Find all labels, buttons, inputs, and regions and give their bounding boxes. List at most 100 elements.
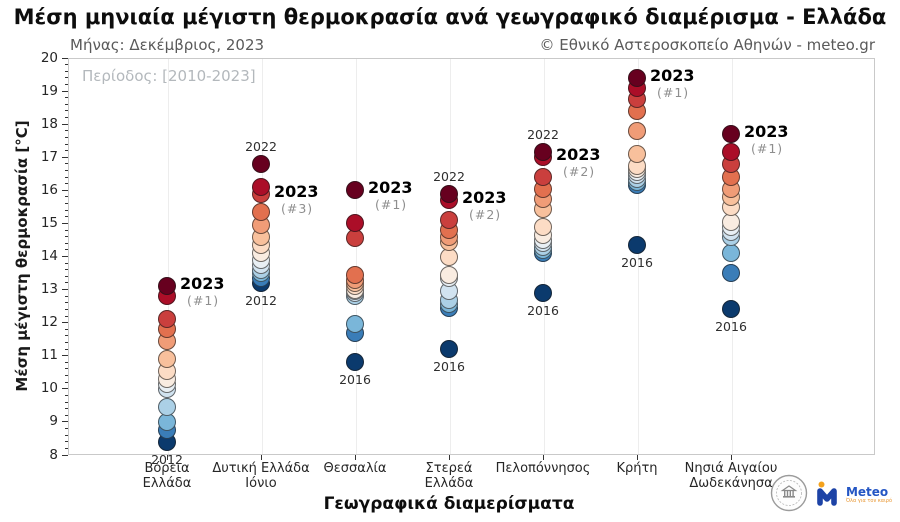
x-tick-label: Νησιά Αιγαίου Δωδεκάνησα <box>684 461 778 491</box>
data-point <box>440 184 458 203</box>
data-point <box>628 68 646 87</box>
copyright-subtitle: © Εθνικό Αστεροσκοπείο Αθηνών - meteo.gr <box>539 36 876 54</box>
y-minor-tick <box>64 169 68 171</box>
data-point <box>252 154 270 173</box>
data-point <box>534 217 552 236</box>
data-point <box>158 398 176 417</box>
meteo-logo-tagline: Όλα για τον καιρό <box>845 497 892 504</box>
x-axis-label: Γεωγραφικά διαμερίσματα <box>323 494 575 514</box>
data-point <box>346 353 364 372</box>
y-minor-tick <box>64 434 68 436</box>
y-minor-tick <box>64 110 68 112</box>
y-major-tick <box>62 388 68 390</box>
category-gridline <box>638 59 639 454</box>
x-tick <box>637 455 638 460</box>
annotation-2023-year: 2023 <box>744 122 789 142</box>
annotation-2023-year: 2023 <box>368 178 413 198</box>
x-tick <box>543 455 544 460</box>
data-point <box>534 283 552 302</box>
y-minor-tick <box>64 447 68 449</box>
y-minor-tick <box>64 394 68 396</box>
y-minor-tick <box>64 315 68 317</box>
y-tick-label: 10 <box>40 380 58 397</box>
data-point <box>252 202 270 221</box>
footer-logos: Meteo Όλα για τον καιρό <box>770 474 892 516</box>
y-minor-tick <box>64 401 68 403</box>
y-minor-tick <box>64 203 68 205</box>
period-label: Περίοδος: [2010-2023] <box>82 67 256 85</box>
y-major-tick <box>62 222 68 224</box>
x-tick-label: Βόρεια Ελλάδα <box>142 461 192 491</box>
y-minor-tick <box>64 308 68 310</box>
y-minor-tick <box>64 176 68 178</box>
meteo-m-icon <box>816 480 842 510</box>
y-minor-tick <box>64 269 68 271</box>
y-major-tick <box>62 421 68 423</box>
data-point <box>346 214 364 233</box>
y-tick-label: 14 <box>40 248 58 264</box>
y-major-tick <box>62 454 68 456</box>
y-major-tick <box>62 256 68 257</box>
annotation-2023: 2023 (#1) <box>180 274 225 308</box>
y-tick-label: 13 <box>40 281 58 298</box>
meteo-logo: Meteo Όλα για τον καιρό <box>816 480 892 510</box>
data-point <box>158 277 176 296</box>
data-point <box>252 178 270 197</box>
y-minor-tick <box>64 368 68 370</box>
y-minor-tick <box>64 103 68 105</box>
data-point <box>346 181 364 200</box>
x-tick <box>261 455 262 460</box>
annotation-2023: 2023 (#3) <box>274 182 319 216</box>
y-minor-tick <box>64 143 68 145</box>
y-minor-tick <box>64 414 68 416</box>
y-minor-tick <box>64 236 68 238</box>
annotation-2023-rank: (#1) <box>657 84 690 100</box>
data-point <box>440 340 458 359</box>
y-major-tick <box>62 123 68 125</box>
x-tick-label: Θεσσαλία <box>323 461 387 476</box>
y-minor-tick <box>64 428 68 430</box>
annotation-2023-year: 2023 <box>556 145 601 165</box>
x-tick <box>355 455 356 460</box>
x-tick-label: Πελοπόννησος <box>495 461 591 476</box>
data-point <box>628 235 646 254</box>
y-tick-label: 17 <box>40 148 58 165</box>
annotation-2023-year: 2023 <box>274 181 319 201</box>
y-major-tick <box>62 57 68 59</box>
x-tick-label: Δυτική Ελλάδα Ιόνιο <box>212 461 310 491</box>
y-minor-tick <box>64 381 68 383</box>
y-minor-tick <box>64 275 68 277</box>
data-point <box>628 144 646 163</box>
y-tick-label: 16 <box>40 181 58 198</box>
y-minor-tick <box>64 97 68 99</box>
y-minor-tick <box>64 348 68 350</box>
y-minor-tick <box>64 408 68 410</box>
y-tick-label: 19 <box>40 82 58 99</box>
annotation-2023-year: 2023 <box>180 274 225 294</box>
data-point <box>722 143 740 162</box>
y-minor-tick <box>64 295 68 297</box>
plot-area <box>68 58 875 455</box>
top-year-label: 2022 <box>433 168 465 184</box>
y-minor-tick <box>64 209 68 211</box>
x-tick <box>167 455 168 460</box>
y-minor-tick <box>64 229 68 231</box>
annotation-2023-rank: (#2) <box>563 164 596 180</box>
observatory-seal-icon <box>770 474 808 516</box>
y-minor-tick <box>64 64 68 66</box>
data-point <box>440 211 458 230</box>
annotation-2023-year: 2023 <box>650 65 695 85</box>
y-major-tick <box>62 322 68 324</box>
bottom-year-label: 2016 <box>339 372 371 388</box>
y-tick-label: 18 <box>40 115 58 132</box>
y-minor-tick <box>64 117 68 119</box>
y-minor-tick <box>64 150 68 152</box>
month-subtitle: Μήνας: Δεκέμβριος, 2023 <box>70 36 265 54</box>
data-point <box>158 310 176 329</box>
data-point <box>722 264 740 283</box>
y-minor-tick <box>64 249 68 251</box>
annotation-2023-rank: (#1) <box>187 293 220 309</box>
y-minor-tick <box>64 196 68 198</box>
annotation-2023: 2023 (#1) <box>368 178 413 212</box>
